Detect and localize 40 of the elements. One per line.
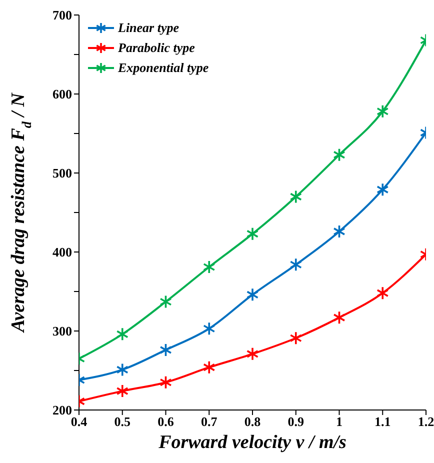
point [160,294,172,309]
point [333,148,346,162]
point [116,384,128,398]
x-tick-label: 0.5 [114,414,131,430]
point [116,362,128,377]
point [290,258,302,272]
legend-label: Linear type [118,20,180,36]
point [246,288,259,302]
y-tick-label: 200 [52,402,72,418]
point [290,331,302,346]
point [290,190,302,204]
x-axis-title: Forward velocity v / m/s [158,432,346,453]
point [246,226,259,241]
point [203,322,216,336]
point [246,347,259,361]
point [203,360,216,374]
point [376,286,389,300]
x-tick-label: 1.2 [418,414,434,430]
point [203,260,216,274]
x-tick-label: 0.6 [158,414,174,430]
x-tick-label: 0.9 [288,414,304,430]
x-tick-label: 1 [336,414,342,430]
x-tick-label: 0.4 [70,414,88,430]
point [116,327,128,342]
x-tick-label: 0.7 [201,414,218,430]
x-tick-label: 1.1 [374,414,391,430]
y-tick-label: 600 [52,86,72,102]
point [333,310,346,324]
point [376,104,389,118]
y-tick-label: 700 [52,8,72,23]
y-tick-label: 400 [52,244,72,260]
point [333,224,346,238]
legend-label: Exponential type [118,60,209,76]
point [160,343,172,357]
y-tick-label: 500 [52,166,72,181]
y-tick-label: 300 [52,324,72,339]
legend-label: Parabolic type [118,40,195,56]
point [376,182,389,196]
point [160,375,172,390]
x-tick-label: 0.8 [244,414,262,430]
